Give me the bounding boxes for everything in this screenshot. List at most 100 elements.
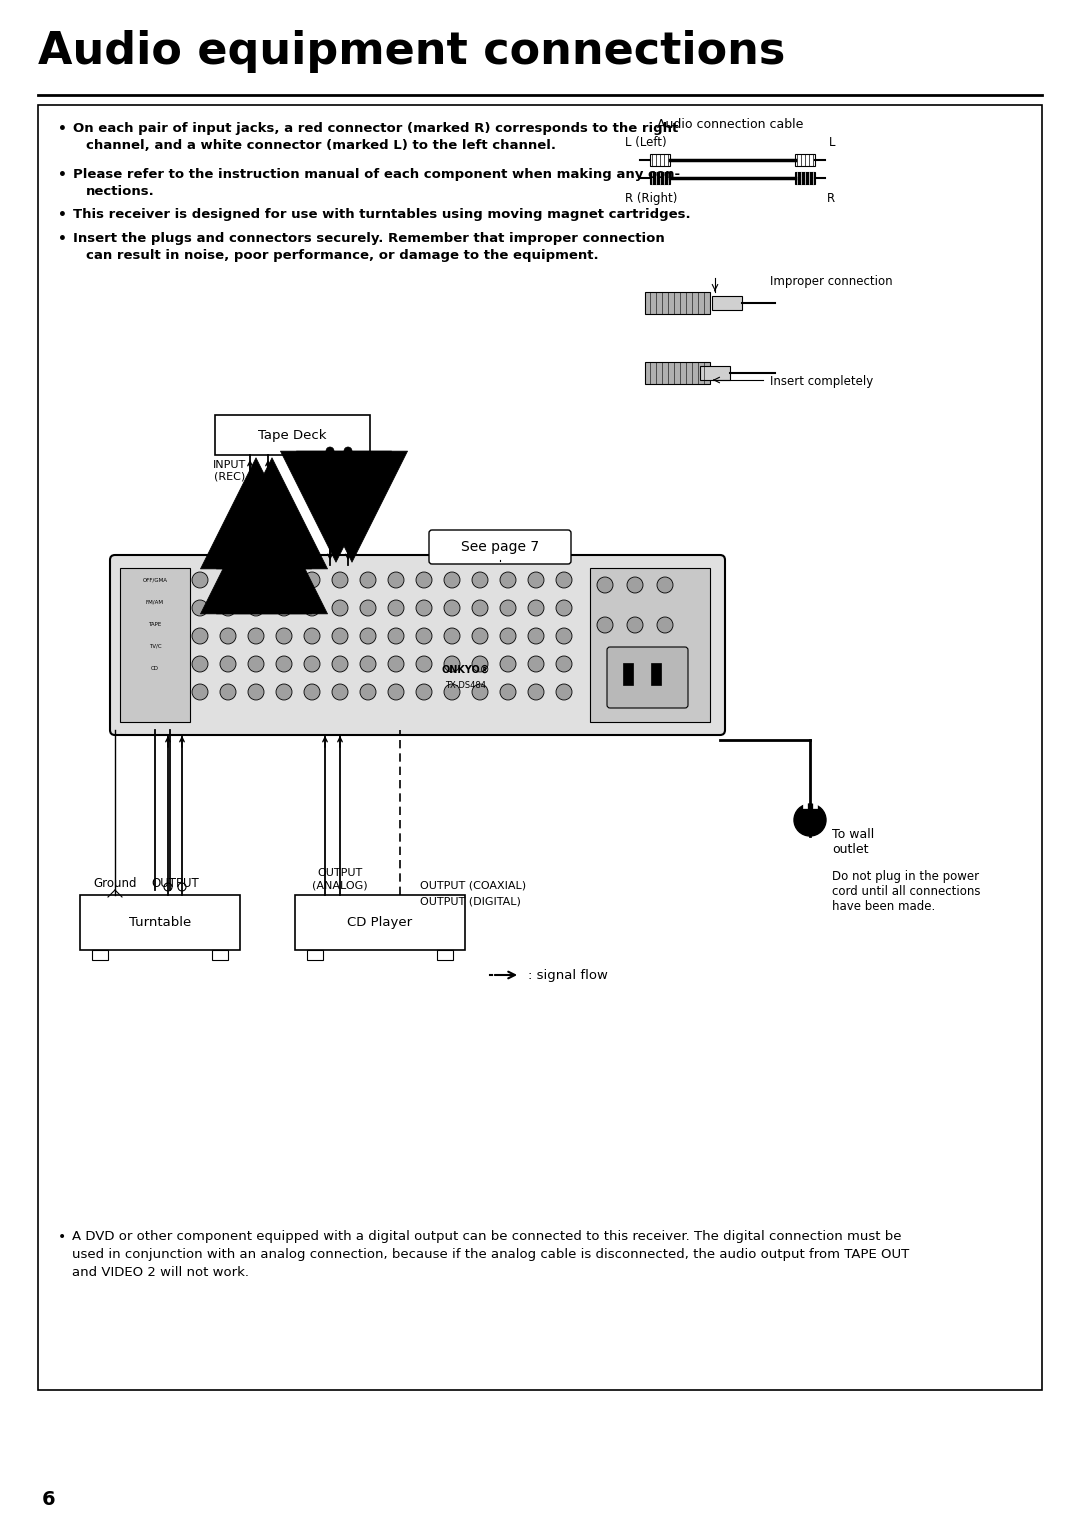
- Text: CD Player: CD Player: [348, 915, 413, 929]
- Bar: [307, 950, 323, 960]
- Circle shape: [472, 628, 488, 643]
- Bar: [712, 296, 742, 310]
- Circle shape: [556, 601, 572, 616]
- Circle shape: [248, 628, 264, 643]
- Bar: [645, 362, 710, 384]
- Circle shape: [388, 628, 404, 643]
- Text: ONKYO®: ONKYO®: [442, 665, 490, 675]
- Circle shape: [164, 883, 172, 891]
- Circle shape: [360, 656, 376, 672]
- Text: OUTPUT (DIGITAL): OUTPUT (DIGITAL): [420, 897, 521, 908]
- Text: OUTPUT
(ANALOG): OUTPUT (ANALOG): [312, 868, 368, 889]
- Text: Audio connection cable: Audio connection cable: [657, 118, 804, 131]
- Circle shape: [264, 565, 272, 573]
- Circle shape: [627, 617, 643, 633]
- Text: R: R: [827, 193, 835, 205]
- Bar: [813, 798, 816, 808]
- FancyBboxPatch shape: [607, 646, 688, 707]
- Circle shape: [388, 685, 404, 700]
- Circle shape: [360, 685, 376, 700]
- Circle shape: [528, 601, 544, 616]
- Circle shape: [303, 601, 320, 616]
- Circle shape: [303, 628, 320, 643]
- Circle shape: [192, 571, 208, 588]
- Text: cord until all connections: cord until all connections: [832, 885, 981, 898]
- Circle shape: [472, 601, 488, 616]
- Circle shape: [444, 628, 460, 643]
- Circle shape: [556, 571, 572, 588]
- Bar: [795, 173, 815, 183]
- Bar: [120, 568, 190, 723]
- Text: used in conjunction with an analog connection, because if the analog cable is di: used in conjunction with an analog conne…: [72, 1248, 909, 1261]
- Bar: [700, 367, 730, 380]
- Bar: [590, 568, 710, 723]
- FancyBboxPatch shape: [110, 555, 725, 735]
- Circle shape: [627, 578, 643, 593]
- Text: OUTPUT
(PLAY): OUTPUT (PLAY): [337, 460, 382, 481]
- Circle shape: [248, 571, 264, 588]
- Circle shape: [388, 656, 404, 672]
- Text: OUTPUT (COAXIAL): OUTPUT (COAXIAL): [420, 880, 526, 889]
- Circle shape: [416, 656, 432, 672]
- Text: Insert the plugs and connectors securely. Remember that improper connection: Insert the plugs and connectors securely…: [73, 232, 665, 244]
- Circle shape: [192, 601, 208, 616]
- Text: Audio equipment connections: Audio equipment connections: [38, 31, 785, 73]
- Circle shape: [528, 656, 544, 672]
- Circle shape: [597, 578, 613, 593]
- Text: OFF/GMA: OFF/GMA: [143, 578, 167, 584]
- Circle shape: [528, 571, 544, 588]
- Bar: [92, 950, 108, 960]
- Bar: [212, 950, 228, 960]
- Circle shape: [556, 685, 572, 700]
- Bar: [80, 895, 240, 950]
- Circle shape: [500, 656, 516, 672]
- Bar: [437, 950, 453, 960]
- Text: INPUT
(REC): INPUT (REC): [214, 460, 246, 481]
- Circle shape: [444, 601, 460, 616]
- Text: can result in noise, poor performance, or damage to the equipment.: can result in noise, poor performance, o…: [86, 249, 598, 261]
- Circle shape: [444, 571, 460, 588]
- Circle shape: [276, 656, 292, 672]
- Text: Insert completely: Insert completely: [770, 374, 874, 388]
- Text: Tape Deck: Tape Deck: [258, 428, 327, 442]
- Text: OUTPUT: OUTPUT: [151, 877, 199, 889]
- Text: To wall
outlet: To wall outlet: [832, 828, 874, 856]
- Bar: [215, 416, 370, 455]
- Bar: [38, 105, 1042, 1390]
- Circle shape: [794, 804, 826, 836]
- Circle shape: [657, 617, 673, 633]
- Text: •: •: [58, 168, 67, 182]
- Text: nections.: nections.: [86, 185, 154, 199]
- Circle shape: [220, 628, 237, 643]
- Circle shape: [500, 601, 516, 616]
- Circle shape: [416, 628, 432, 643]
- Text: On each pair of input jacks, a red connector (marked R) corresponds to the right: On each pair of input jacks, a red conne…: [73, 122, 678, 134]
- Circle shape: [192, 685, 208, 700]
- Circle shape: [220, 685, 237, 700]
- Text: •: •: [58, 122, 67, 136]
- Circle shape: [388, 601, 404, 616]
- Circle shape: [220, 656, 237, 672]
- Circle shape: [246, 565, 254, 573]
- Bar: [295, 895, 465, 950]
- Text: Please refer to the instruction manual of each component when making any con-: Please refer to the instruction manual o…: [73, 168, 680, 180]
- Text: Improper connection: Improper connection: [770, 275, 893, 287]
- Circle shape: [472, 571, 488, 588]
- Bar: [650, 154, 670, 167]
- Bar: [623, 663, 633, 685]
- Text: •: •: [58, 1230, 66, 1244]
- Text: : signal flow: : signal flow: [528, 969, 608, 981]
- Text: •: •: [58, 208, 67, 222]
- Circle shape: [303, 685, 320, 700]
- Text: and VIDEO 2 will not work.: and VIDEO 2 will not work.: [72, 1267, 249, 1279]
- Circle shape: [220, 601, 237, 616]
- Circle shape: [178, 883, 186, 891]
- Circle shape: [528, 685, 544, 700]
- Bar: [795, 154, 815, 167]
- Circle shape: [444, 656, 460, 672]
- Circle shape: [276, 685, 292, 700]
- Text: L: L: [828, 136, 835, 150]
- Circle shape: [556, 656, 572, 672]
- Bar: [645, 292, 710, 313]
- Circle shape: [192, 628, 208, 643]
